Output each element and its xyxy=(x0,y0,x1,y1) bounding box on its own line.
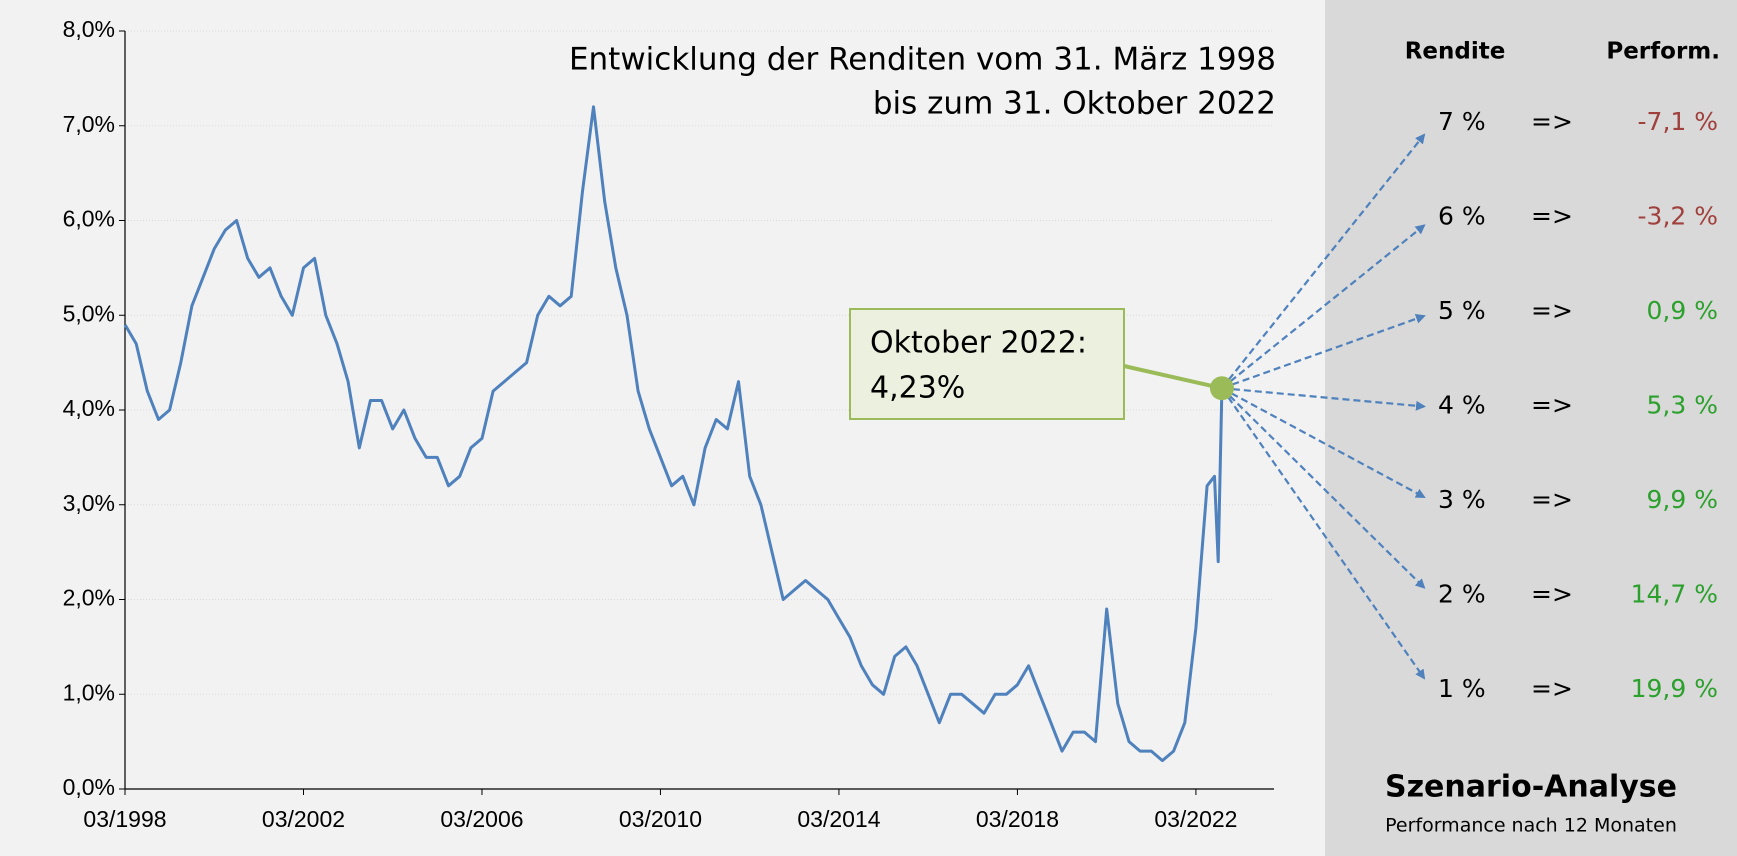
x-tick-label: 03/2014 xyxy=(797,806,880,832)
y-tick-label: 2,0% xyxy=(63,585,115,611)
chart-title: bis zum 31. Oktober 2022 xyxy=(873,86,1276,122)
scenario-arrow-text: => xyxy=(1531,107,1573,136)
scenario-rendite: 6 % xyxy=(1438,202,1486,231)
annotation-box xyxy=(849,308,1125,420)
scenario-arrow-text: => xyxy=(1531,674,1573,703)
x-tick-label: 03/2018 xyxy=(976,806,1059,832)
scenario-rendite: 5 % xyxy=(1438,296,1486,325)
scenario-subtitle: Performance nach 12 Monaten xyxy=(1385,815,1677,837)
y-tick-label: 4,0% xyxy=(63,395,115,421)
scenario-performance: 19,9 % xyxy=(1631,674,1718,703)
scenario-rendite: 7 % xyxy=(1438,107,1486,136)
scenario-arrow xyxy=(1221,387,1426,498)
scenario-rendite: 2 % xyxy=(1438,580,1486,609)
y-tick-label: 5,0% xyxy=(63,300,115,326)
scenario-arrow-text: => xyxy=(1531,391,1573,420)
scenario-performance: 5,3 % xyxy=(1647,391,1718,420)
scenario-header: Rendite xyxy=(1405,39,1506,65)
annotation-text: Oktober 2022: xyxy=(870,326,1087,361)
scenario-header: Perform. xyxy=(1606,39,1720,65)
scenario-performance: 9,9 % xyxy=(1647,485,1718,514)
scenario-arrow-text: => xyxy=(1531,202,1573,231)
scenario-rendite: 1 % xyxy=(1438,674,1486,703)
chart-title: Entwicklung der Renditen vom 31. März 19… xyxy=(569,42,1276,78)
x-tick-label: 03/2010 xyxy=(619,806,702,832)
scenario-rendite: 3 % xyxy=(1438,485,1486,514)
scenario-performance: 14,7 % xyxy=(1631,580,1718,609)
scenario-arrow-text: => xyxy=(1531,296,1573,325)
x-tick-label: 03/2022 xyxy=(1154,806,1237,832)
annotation-connector xyxy=(1123,364,1223,391)
scenario-arrow-text: => xyxy=(1531,580,1573,609)
scenario-performance: 0,9 % xyxy=(1647,296,1718,325)
y-tick-label: 3,0% xyxy=(63,490,115,516)
scenario-arrow-text: => xyxy=(1531,485,1573,514)
x-tick-label: 03/2002 xyxy=(262,806,345,832)
scenario-arrow xyxy=(1221,387,1426,589)
y-tick-label: 8,0% xyxy=(63,16,115,42)
scenario-arrow xyxy=(1221,387,1426,680)
scenario-performance: -7,1 % xyxy=(1638,107,1718,136)
y-tick-label: 0,0% xyxy=(63,774,115,800)
plot-background xyxy=(0,0,1325,856)
y-tick-label: 6,0% xyxy=(63,206,115,232)
y-tick-label: 7,0% xyxy=(63,111,115,137)
x-tick-label: 03/1998 xyxy=(83,806,166,832)
scenario-rendite: 4 % xyxy=(1438,391,1486,420)
scenario-arrow xyxy=(1221,313,1426,390)
scenario-panel xyxy=(1325,0,1737,856)
y-tick-label: 1,0% xyxy=(63,679,115,705)
scenario-arrow xyxy=(1221,387,1426,411)
x-tick-label: 03/2006 xyxy=(440,806,523,832)
scenario-title: Szenario-Analyse xyxy=(1385,770,1677,805)
scenario-performance: -3,2 % xyxy=(1638,202,1718,231)
annotation-value: 4,23% xyxy=(870,371,965,406)
annotation-point xyxy=(1209,376,1234,401)
line-series xyxy=(123,105,1224,763)
scenario-arrow xyxy=(1221,133,1426,389)
